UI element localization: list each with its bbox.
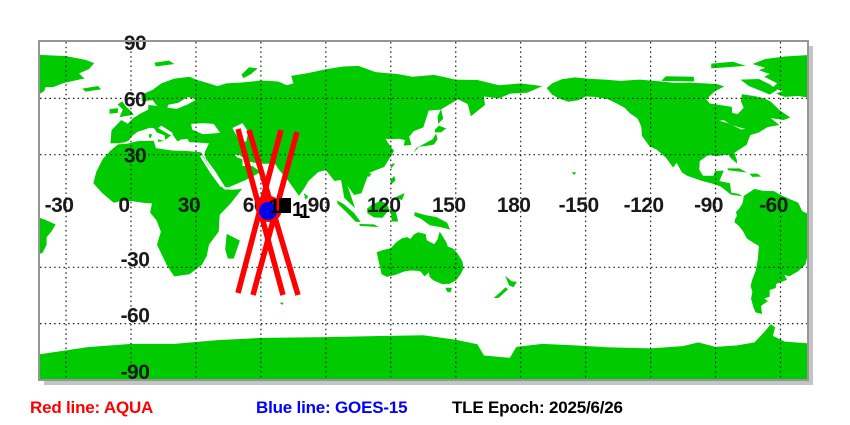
longitude-tick-label: 180 — [497, 194, 531, 217]
landmass-madagascar — [225, 233, 240, 259]
blue-line-caption: Blue line: GOES-15 — [256, 398, 408, 417]
goes15-subpoint-dot — [259, 202, 277, 220]
landmass-java — [359, 223, 380, 228]
landmass-sicily-sardinia — [148, 134, 165, 142]
longitude-tick-label: 30 — [178, 194, 200, 217]
latitude-tick-label: -90 — [121, 361, 150, 384]
landmass-svalbard — [154, 60, 175, 67]
longitude-tick-label: -150 — [559, 194, 599, 217]
landmass-new-zealand — [493, 275, 518, 299]
landmass-arctic-islands — [661, 61, 746, 82]
track-hour-label: 1 — [292, 199, 303, 221]
longitude-tick-label: 150 — [432, 194, 466, 217]
landmass-north-america — [546, 77, 791, 197]
track-marker-square — [279, 198, 291, 213]
landmass-hainan — [366, 173, 372, 178]
latitude-tick-label: 60 — [124, 88, 146, 111]
landmass-taiwan — [390, 163, 395, 169]
baltic-sea — [167, 96, 197, 109]
landmass-sri-lanka — [303, 193, 309, 200]
landmass-sakhalin — [437, 108, 444, 124]
landmass-cuba — [727, 168, 747, 173]
red-line-caption: Red line: AQUA — [30, 398, 154, 417]
landmass-sumatra — [337, 200, 361, 223]
landmass-novaya-zemlya — [241, 67, 258, 79]
landmass-iceland — [82, 85, 102, 92]
axis-tick-labels: -30 0 30 60 90 120 150 180 -150 -120 -90 -60906030-… — [45, 32, 789, 384]
latitude-tick-label: -60 — [121, 305, 150, 328]
landmass-south-america — [40, 217, 56, 254]
satellite-markers: 1 11 — [259, 196, 310, 223]
great-lakes — [719, 120, 746, 130]
graticule-grid — [40, 42, 807, 379]
landmass-new-guinea — [414, 212, 451, 230]
longitude-tick-label: 0 — [118, 194, 129, 217]
red-sea — [199, 155, 224, 187]
tle-epoch-caption: TLE Epoch: 2025/6/26 — [452, 398, 623, 417]
landmass-tasmania — [445, 287, 452, 293]
landmass-australia — [376, 231, 464, 285]
longitude-tick-label: -90 — [694, 194, 723, 217]
longitude-tick-label: -30 — [45, 194, 74, 217]
longitude-tick-label: 90 — [308, 194, 330, 217]
longitude-tick-label: -120 — [624, 194, 664, 217]
landmass-hispaniola — [749, 173, 762, 177]
latitude-tick-label: 30 — [124, 145, 146, 168]
longitude-tick-label: -60 — [759, 194, 788, 217]
landmass-greenland — [40, 54, 95, 94]
landmass-antarctica — [40, 324, 807, 379]
track-hour-label: 1 — [299, 201, 310, 223]
landmass-japan — [413, 125, 447, 153]
landmass-hawaii — [571, 171, 576, 175]
track-hour-label: 1 — [269, 196, 280, 218]
map-frame — [38, 40, 809, 381]
landmass-british-isles — [109, 101, 134, 118]
latitude-tick-label: -30 — [121, 248, 150, 271]
black-sea — [191, 123, 221, 135]
landmass-baffin-island — [740, 79, 778, 95]
landmass-kerguelen — [279, 302, 284, 305]
longitude-tick-label: 120 — [367, 194, 401, 217]
landmass-borneo — [366, 201, 390, 218]
latitude-tick-label: 90 — [124, 32, 146, 55]
